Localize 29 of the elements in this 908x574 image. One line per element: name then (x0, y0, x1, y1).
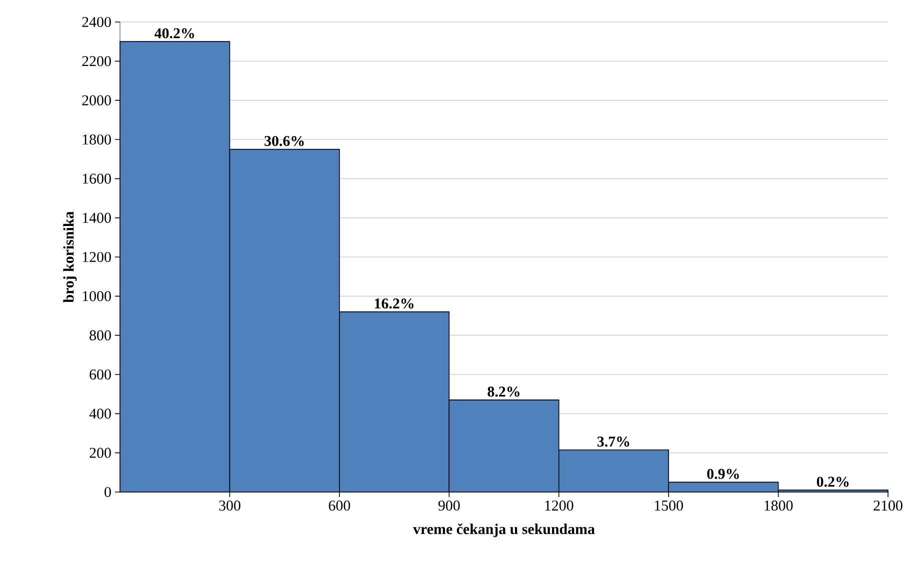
x-tick-label: 1200 (545, 500, 574, 511)
y-tick-label: 1200 (82, 252, 111, 262)
x-tick-label: 300 (219, 500, 240, 511)
y-tick-label: 1800 (82, 134, 111, 145)
x-tick-label: 1500 (654, 500, 683, 511)
y-tick-label: 1600 (82, 174, 111, 184)
y-tick-label: 2400 (82, 16, 111, 28)
annotation: 16.2% (374, 298, 414, 309)
x-tick-label: 1800 (764, 500, 793, 511)
y-tick-label: 2000 (82, 95, 111, 106)
y-tick-label: 1400 (82, 212, 111, 223)
y-axis-title: broj korisnika (63, 211, 77, 303)
annotation: 8.2% (488, 386, 520, 397)
x-tick-label: 2100 (874, 500, 902, 511)
y-tick-label: 600 (90, 369, 111, 380)
y-tick-label: 400 (89, 408, 111, 419)
y-tick-label: 800 (90, 330, 111, 340)
annotation: 0.2% (816, 476, 849, 487)
x-tick-label: 900 (438, 500, 460, 511)
x-axis-title: vreme čekanja u sekundama (413, 523, 595, 538)
y-tick-label: 200 (90, 448, 111, 458)
y-tick-label: 0 (104, 486, 111, 498)
annotation: 40.2% (154, 28, 194, 38)
annotation: 3.7% (597, 436, 630, 447)
x-tick-label: 600 (328, 500, 350, 511)
annotation: 30.6% (264, 136, 304, 146)
annotation: 0.9% (707, 468, 739, 480)
y-tick-label: 2200 (82, 56, 111, 66)
y-tick-label: 1000 (82, 291, 111, 302)
